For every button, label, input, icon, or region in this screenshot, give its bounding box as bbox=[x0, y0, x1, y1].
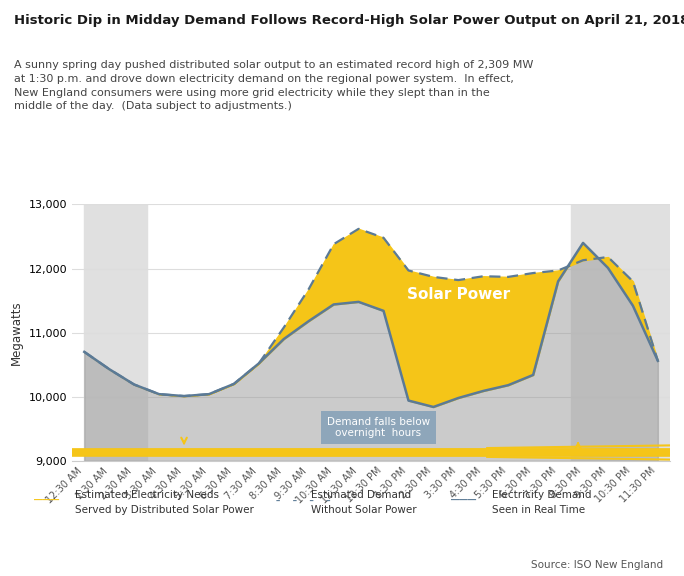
Bar bbox=[570, 204, 670, 461]
Text: Historic Dip in Midday Demand Follows Record-High Solar Power Output on April 21: Historic Dip in Midday Demand Follows Re… bbox=[14, 14, 684, 28]
Circle shape bbox=[0, 449, 684, 456]
Text: ———: ——— bbox=[34, 494, 60, 508]
Text: Served by Distributed Solar Power: Served by Distributed Solar Power bbox=[75, 505, 254, 515]
Y-axis label: Megawatts: Megawatts bbox=[10, 300, 23, 365]
Bar bbox=[84, 204, 146, 461]
Text: Demand falls below
overnight  hours: Demand falls below overnight hours bbox=[327, 416, 430, 438]
Text: ———: ——— bbox=[451, 494, 477, 508]
Text: Electricity Demand: Electricity Demand bbox=[492, 490, 592, 499]
Text: Solar Power: Solar Power bbox=[407, 287, 510, 302]
Text: - - - -: - - - - bbox=[274, 494, 332, 508]
Text: A sunny spring day pushed distributed solar output to an estimated record high o: A sunny spring day pushed distributed so… bbox=[14, 60, 533, 111]
Text: Seen in Real Time: Seen in Real Time bbox=[492, 505, 586, 515]
Text: Without Solar Power: Without Solar Power bbox=[311, 505, 417, 515]
Text: Estimated Electricity Needs: Estimated Electricity Needs bbox=[75, 490, 220, 499]
Text: Estimated Demand: Estimated Demand bbox=[311, 490, 411, 499]
Text: Source: ISO New England: Source: ISO New England bbox=[531, 560, 663, 570]
Circle shape bbox=[0, 449, 684, 456]
